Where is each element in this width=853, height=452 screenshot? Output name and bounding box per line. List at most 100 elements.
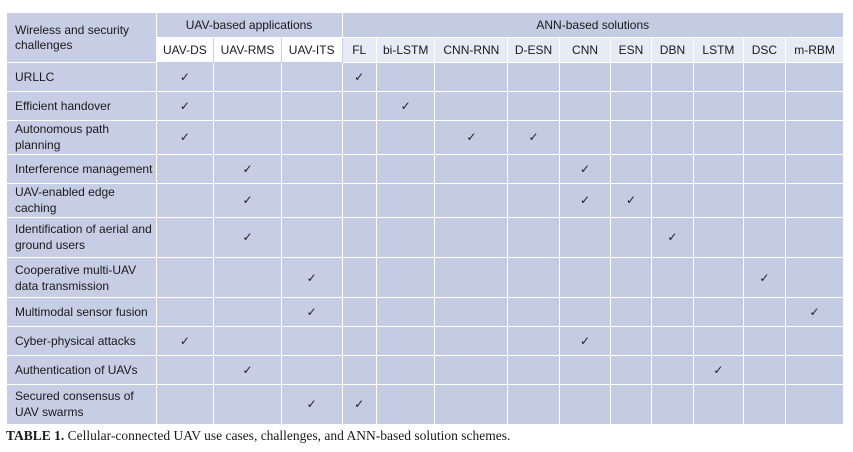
check-icon: ✓ [580, 333, 591, 348]
row-label: Identification of aerial and ground user… [6, 216, 157, 258]
table-cell [341, 354, 377, 385]
table-cell [507, 216, 560, 258]
table-cell [785, 90, 844, 121]
table-cell [213, 62, 282, 92]
column-header-ann: CNN [558, 37, 612, 63]
table-cell [213, 297, 282, 327]
table-cell [155, 383, 215, 426]
check-icon: ✓ [667, 230, 678, 245]
column-header-uav: UAV-RMS [213, 37, 282, 63]
group-header-uav: UAV-based applications [155, 12, 343, 38]
table-cell [155, 297, 215, 327]
table-cell [650, 90, 695, 121]
table-cell [213, 90, 282, 121]
table-cell [507, 153, 560, 184]
table-cell [693, 326, 744, 356]
table-cell [375, 182, 436, 218]
table-cell [742, 182, 787, 218]
table-cell [558, 297, 612, 327]
table-cell [610, 90, 652, 121]
table-cell [434, 182, 509, 218]
table-cell [280, 153, 343, 184]
check-icon: ✓ [713, 362, 724, 377]
table-cell [507, 354, 560, 385]
column-header-ann: DBN [650, 37, 695, 63]
table-row: Cyber-physical attacks ✓ ✓ [6, 326, 844, 356]
check-icon: ✓ [759, 270, 770, 285]
table-cell [434, 153, 509, 184]
table-cell [507, 90, 560, 121]
table-cell [280, 182, 343, 218]
table-cell [558, 256, 612, 299]
check-icon: ✓ [306, 270, 317, 285]
table-cell [155, 153, 215, 184]
table-cell [434, 383, 509, 426]
table-cell [507, 62, 560, 92]
table-cell [213, 256, 282, 299]
check-icon: ✓ [528, 130, 539, 145]
table-cell [650, 62, 695, 92]
table-cell: ✓ [280, 256, 343, 299]
table-cell [650, 119, 695, 155]
column-header-ann: m-RBM [785, 37, 844, 63]
table-row: UAV-enabled edge caching ✓ ✓ ✓ [6, 182, 844, 218]
table-cell: ✓ [213, 153, 282, 184]
column-header-uav: UAV-DS [155, 37, 215, 63]
table-cell [558, 354, 612, 385]
table-cell [650, 383, 695, 426]
table-cell [785, 119, 844, 155]
column-header-ann: ESN [610, 37, 652, 63]
table-cell [785, 153, 844, 184]
row-label: Autonomous path planning [6, 119, 157, 155]
table-cell [650, 297, 695, 327]
table-cell [434, 90, 509, 121]
table-cell [155, 354, 215, 385]
table-cell [375, 216, 436, 258]
column-header-uav: UAV-ITS [280, 37, 343, 63]
table-cell [375, 326, 436, 356]
check-icon: ✓ [306, 397, 317, 412]
table-cell [742, 216, 787, 258]
table-cell [693, 119, 744, 155]
table-cell [434, 256, 509, 299]
table-cell [693, 182, 744, 218]
table-cell [213, 119, 282, 155]
table-cell: ✓ [693, 354, 744, 385]
row-label: Efficient handover [6, 90, 157, 121]
table-cell [785, 62, 844, 92]
table-cell: ✓ [155, 326, 215, 356]
table-cell [341, 326, 377, 356]
table-cell: ✓ [558, 182, 612, 218]
table-cell: ✓ [280, 297, 343, 327]
caption-text: Cellular-connected UAV use cases, challe… [64, 428, 511, 443]
table-cell [341, 216, 377, 258]
table-cell [785, 256, 844, 299]
table-cell [434, 354, 509, 385]
table-cell [280, 119, 343, 155]
table-cell [693, 90, 744, 121]
check-icon: ✓ [179, 69, 190, 84]
table-cell [155, 182, 215, 218]
table-cell [785, 326, 844, 356]
check-icon: ✓ [809, 305, 820, 320]
table-row: Multimodal sensor fusion ✓ ✓ [6, 297, 844, 327]
table-cell [785, 383, 844, 426]
table-cell [434, 326, 509, 356]
table-cell [610, 297, 652, 327]
check-icon: ✓ [580, 193, 591, 208]
table-cell [785, 216, 844, 258]
check-icon: ✓ [179, 98, 190, 113]
check-icon: ✓ [625, 193, 637, 208]
table-cell [742, 62, 787, 92]
column-header-ann: DSC [742, 37, 787, 63]
table-cell: ✓ [785, 297, 844, 327]
table-cell: ✓ [610, 182, 652, 218]
table-cell [375, 383, 436, 426]
table-cell [650, 182, 695, 218]
check-icon: ✓ [306, 305, 317, 320]
column-header-ann: LSTM [693, 37, 744, 63]
table-cell [375, 256, 436, 299]
table-cell [375, 119, 436, 155]
column-header-ann: D-ESN [507, 37, 560, 63]
table-cell [742, 297, 787, 327]
